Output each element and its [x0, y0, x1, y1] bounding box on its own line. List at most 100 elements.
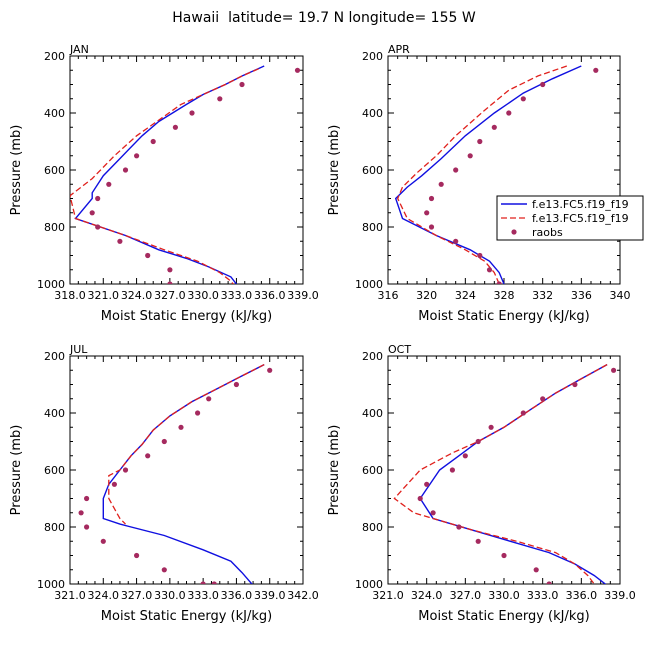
raob-point [161, 567, 167, 573]
x-tick-label: 333.0 [187, 589, 219, 602]
y-tick-label: 400 [362, 407, 383, 420]
raob-point [611, 367, 617, 373]
y-tick-label: 800 [44, 521, 65, 534]
series-line-solid [394, 65, 582, 284]
series-line-dashed [108, 364, 265, 525]
raob-point [456, 524, 462, 530]
raob-point [506, 110, 512, 116]
x-tick-label: 330.0 [154, 589, 186, 602]
raob-point [145, 453, 151, 459]
x-tick-label: 321.0 [88, 289, 120, 302]
raob-point [546, 581, 552, 584]
raob-point [428, 195, 435, 202]
panel-jul: JUL 321.0 324.0 327.0 330.0 333.0 336.0 339.0 34… [9, 343, 319, 624]
raob-point [477, 138, 483, 145]
raob-point [239, 81, 245, 88]
x-tick-label: 324.0 [121, 289, 153, 302]
raob-point [150, 138, 156, 145]
raob-point [475, 538, 481, 544]
raob-point [475, 438, 481, 445]
raob-point [453, 238, 459, 244]
x-tick-label: 330.0 [187, 289, 219, 302]
raob-point [78, 510, 84, 516]
plot-frame [69, 355, 304, 585]
raob-point [462, 453, 468, 459]
raob-point [134, 552, 140, 559]
raob-point [449, 467, 455, 473]
series-group [394, 65, 599, 284]
x-axis-label: Moist Static Energy (kJ/kg) [418, 309, 589, 324]
legend-label: f.e13.FC5.f19_f19 [532, 212, 629, 225]
raob-point [178, 424, 184, 430]
raob-point [161, 438, 167, 445]
raob-point [520, 410, 526, 416]
x-tick-label: 333.0 [527, 589, 559, 602]
plot-frame [387, 55, 621, 285]
y-tick-label: 1000 [355, 578, 383, 591]
y-tick-label: 600 [362, 164, 383, 177]
raob-point [95, 195, 101, 202]
y-tick-label: 400 [362, 107, 383, 120]
y-tick-label: 200 [44, 50, 65, 63]
y-tick-label: 800 [44, 221, 65, 234]
x-tick-label: 321.0 [54, 589, 86, 602]
raob-point [294, 67, 301, 73]
raob-point [233, 381, 239, 388]
y-axis-label: Pressure (mb) [9, 125, 24, 216]
raob-point [417, 495, 423, 502]
series-group [70, 65, 301, 284]
raob-point [206, 396, 212, 402]
y-axis-label: Pressure (mb) [327, 425, 342, 516]
y-tick-label: 400 [44, 407, 65, 420]
raob-point [195, 410, 201, 416]
y-tick-label: 200 [44, 350, 65, 363]
raob-point [167, 267, 173, 273]
raob-point [491, 124, 497, 130]
legend-label: f.e13.FC5.f19_f19 [532, 198, 629, 211]
raob-point [84, 524, 90, 530]
x-tick-label: 327.0 [154, 289, 186, 302]
x-tick-label: 327.0 [450, 589, 482, 602]
x-tick-label: 321.0 [372, 589, 404, 602]
raob-point [438, 181, 444, 187]
raob-point [84, 495, 90, 502]
x-tick-label: 324.0 [88, 589, 120, 602]
panel-oct: OCT 321.0 324.0 327.0 330.0 333.0 336.0 339.0 20… [327, 343, 636, 624]
x-tick-label: 333.0 [221, 289, 253, 302]
x-tick-label: 324 [455, 289, 476, 302]
panel-title: OCT [388, 343, 411, 356]
panel-jan: JAN 318.0 321.0 324.0 327.0 330.0 333.0 336.0 33… [9, 43, 319, 324]
y-tick-label: 200 [362, 50, 383, 63]
raob-point [467, 153, 473, 159]
series-group [78, 363, 273, 584]
raob-point [424, 481, 430, 487]
figure-title: Hawaii latitude= 19.7 N longitude= 155 W [172, 10, 476, 26]
raob-point [111, 481, 117, 487]
x-axis-label: Moist Static Energy (kJ/kg) [101, 609, 272, 624]
legend-marker [511, 229, 517, 235]
raob-point [430, 510, 436, 516]
x-tick-label: 339.0 [254, 589, 286, 602]
raob-point [540, 81, 546, 88]
raob-point [496, 281, 502, 284]
raob-point [501, 552, 507, 559]
y-tick-label: 400 [44, 107, 65, 120]
raob-point [520, 96, 526, 102]
series-line-solid [419, 363, 608, 584]
y-tick-label: 800 [362, 221, 383, 234]
raob-point [593, 67, 599, 73]
legend-label: raobs [532, 226, 563, 239]
raob-point [477, 252, 483, 259]
x-tick-label: 330.0 [488, 589, 520, 602]
panel-title: APR [388, 43, 410, 56]
raob-point [533, 567, 539, 573]
raob-point [89, 210, 95, 216]
panel-title: JAN [69, 43, 89, 56]
y-tick-label: 1000 [355, 278, 383, 291]
plot-frame [69, 55, 304, 285]
raob-point [117, 238, 123, 244]
raob-point [122, 167, 129, 173]
y-tick-label: 800 [362, 521, 383, 534]
x-tick-label: 339.0 [287, 289, 319, 302]
